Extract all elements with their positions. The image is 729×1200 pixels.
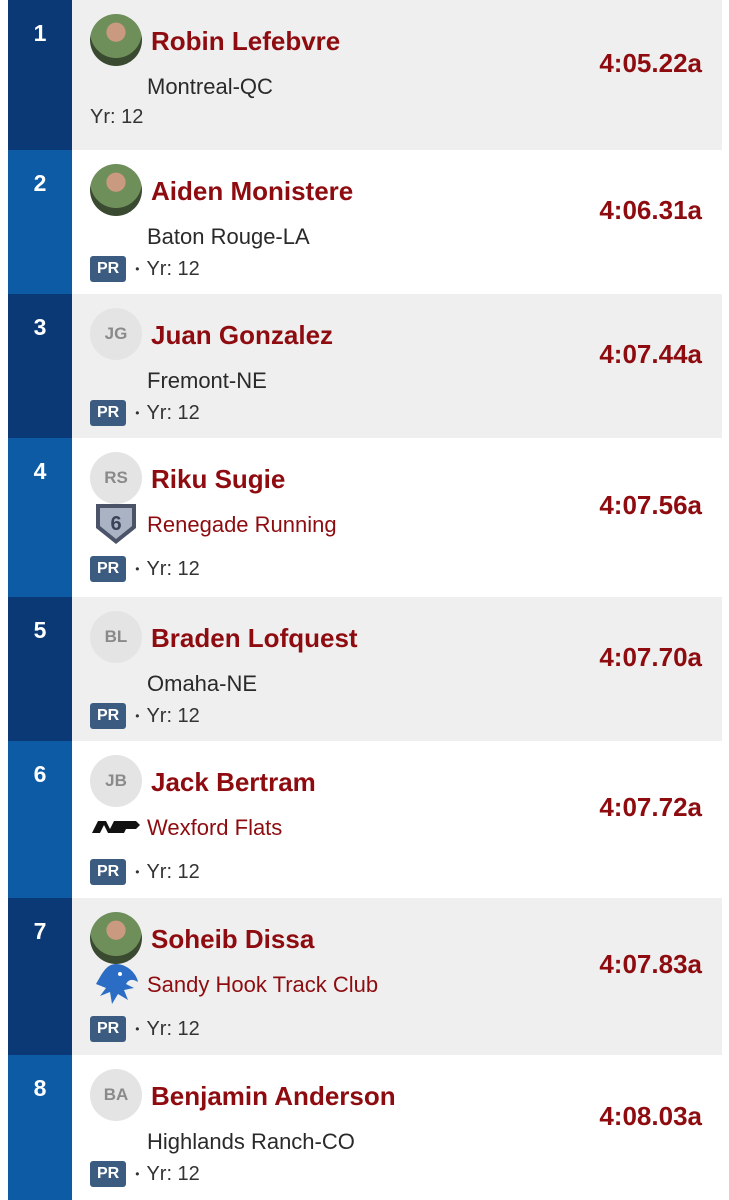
separator: •: [135, 406, 140, 420]
result-row[interactable]: 7 Soheib Dissa Sandy Hook Track Club PR • Yr:…: [8, 898, 722, 1055]
location: Fremont-NE: [147, 368, 267, 393]
team-name[interactable]: Wexford Flats: [147, 815, 283, 840]
location: Montreal-QC: [147, 74, 273, 99]
rank: 8: [8, 1055, 72, 1200]
avatar: BL: [90, 611, 142, 663]
rank: 5: [8, 597, 72, 741]
avatar: [90, 912, 142, 964]
meta: PR • Yr: 12: [90, 1016, 200, 1042]
team-logo: 6: [90, 502, 142, 546]
athlete-name[interactable]: Juan Gonzalez: [151, 320, 334, 350]
time: 4:07.44a: [599, 339, 702, 369]
time: 4:06.31a: [599, 195, 702, 225]
athlete-name[interactable]: Soheib Dissa: [151, 924, 315, 954]
rank: 2: [8, 150, 72, 294]
separator: •: [135, 1022, 140, 1036]
meta: Yr: 12: [90, 106, 143, 129]
time: 4:07.72a: [599, 792, 702, 822]
rank: 6: [8, 741, 72, 898]
meta: PR • Yr: 12: [90, 256, 200, 282]
pr-badge: PR: [90, 556, 127, 582]
result-row[interactable]: 1 Robin Lefebvre Montreal-QC Yr: 12 4:05.22a: [8, 0, 722, 150]
location: Baton Rouge-LA: [147, 224, 310, 249]
result-row[interactable]: 6 JB Jack Bertram Wexford Flats PR • Yr: 12 4:0…: [8, 741, 722, 898]
team-logo: [90, 962, 142, 1006]
pr-badge: PR: [90, 256, 127, 282]
rank: 3: [8, 294, 72, 438]
pr-badge: PR: [90, 859, 127, 885]
avatar: JB: [90, 755, 142, 807]
result-row[interactable]: 4 RS Riku Sugie 6 Renegade Running PR • Yr: 12 4…: [8, 438, 722, 597]
year: Yr: 12: [146, 401, 200, 424]
svg-text:6: 6: [110, 513, 121, 535]
athlete-name[interactable]: Robin Lefebvre: [151, 26, 341, 56]
rank: 4: [8, 438, 72, 597]
time: 4:08.03a: [599, 1101, 702, 1131]
separator: •: [135, 865, 140, 879]
meta: PR • Yr: 12: [90, 1161, 200, 1187]
team-name[interactable]: Renegade Running: [147, 512, 337, 537]
team-name[interactable]: Sandy Hook Track Club: [147, 972, 379, 997]
athlete-name[interactable]: Riku Sugie: [151, 464, 286, 494]
rank: 7: [8, 898, 72, 1055]
athlete-name[interactable]: Aiden Monistere: [151, 176, 354, 206]
year: Yr: 12: [146, 1017, 200, 1040]
location: Highlands Ranch-CO: [147, 1129, 355, 1154]
year: Yr: 12: [146, 257, 200, 280]
meta: PR • Yr: 12: [90, 859, 200, 885]
result-row[interactable]: 5 BL Braden Lofquest Omaha-NE PR • Yr: 12 4:07.…: [8, 597, 722, 741]
time: 4:05.22a: [599, 48, 702, 78]
year: Yr: 12: [146, 860, 200, 883]
athlete-name[interactable]: Benjamin Anderson: [151, 1081, 396, 1111]
year: Yr: 12: [146, 557, 200, 580]
pr-badge: PR: [90, 400, 127, 426]
time: 4:07.70a: [599, 642, 702, 672]
year: Yr: 12: [90, 106, 144, 128]
separator: •: [135, 262, 140, 276]
avatar: BA: [90, 1069, 142, 1121]
year: Yr: 12: [146, 1162, 200, 1185]
result-row[interactable]: 3 JG Juan Gonzalez Fremont-NE PR • Yr: 12 4:07.…: [8, 294, 722, 438]
pr-badge: PR: [90, 1161, 127, 1187]
rank: 1: [8, 0, 72, 150]
location: Omaha-NE: [147, 671, 258, 696]
avatar: JG: [90, 308, 142, 360]
avatar: [90, 164, 142, 216]
year: Yr: 12: [146, 704, 200, 727]
separator: •: [135, 709, 140, 723]
result-row[interactable]: 8 BA Benjamin Anderson Highlands Ranch-CO PR…: [8, 1055, 722, 1200]
athlete-name[interactable]: Jack Bertram: [151, 767, 316, 797]
team-logo: [90, 805, 142, 849]
meta: PR • Yr: 12: [90, 556, 200, 582]
avatar: [90, 14, 142, 66]
time: 4:07.56a: [599, 490, 702, 520]
athlete-name[interactable]: Braden Lofquest: [151, 623, 358, 653]
separator: •: [135, 1167, 140, 1181]
pr-badge: PR: [90, 703, 127, 729]
meta: PR • Yr: 12: [90, 400, 200, 426]
avatar: RS: [90, 452, 142, 504]
separator: •: [135, 562, 140, 576]
pr-badge: PR: [90, 1016, 127, 1042]
time: 4:07.83a: [599, 949, 702, 979]
meta: PR • Yr: 12: [90, 703, 200, 729]
result-row[interactable]: 2 Aiden Monistere Baton Rouge-LA PR • Yr: 12 4…: [8, 150, 722, 294]
